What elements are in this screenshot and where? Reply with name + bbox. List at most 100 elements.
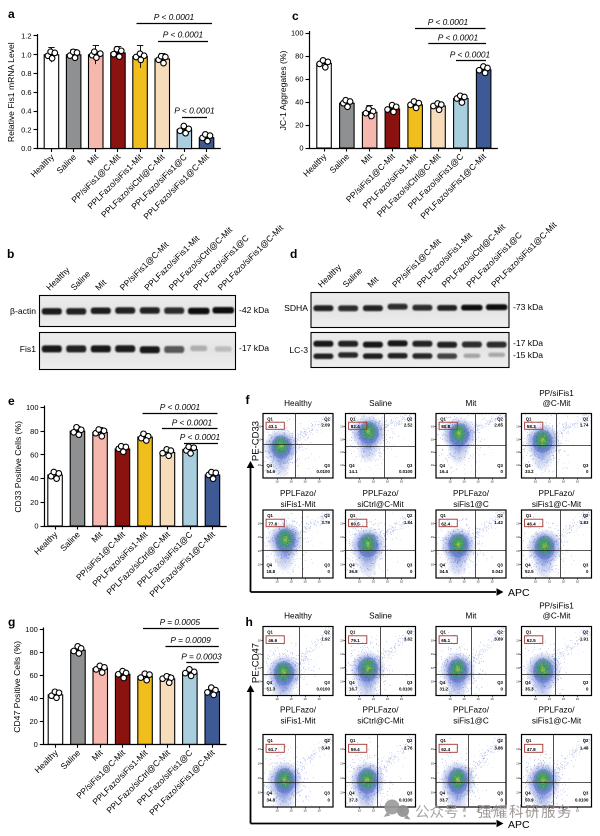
svg-text:10: 10 xyxy=(372,809,376,813)
svg-text:0: 0 xyxy=(34,740,38,749)
svg-text:P < 0.0001: P < 0.0001 xyxy=(172,418,212,428)
svg-text:Q3: Q3 xyxy=(407,680,413,685)
svg-text:10: 10 xyxy=(358,580,362,584)
svg-text:Mit: Mit xyxy=(365,274,381,290)
svg-text:1.48: 1.48 xyxy=(580,745,589,750)
svg-text:Q3: Q3 xyxy=(497,680,503,685)
svg-text:37.3: 37.3 xyxy=(349,798,358,803)
svg-text:10: 10 xyxy=(516,666,520,670)
svg-text:0: 0 xyxy=(327,798,330,803)
svg-text:10: 10 xyxy=(275,697,279,701)
svg-text:10: 10 xyxy=(576,580,580,584)
svg-text:2.52: 2.52 xyxy=(404,423,413,428)
svg-text:Q4: Q4 xyxy=(440,791,446,796)
svg-text:0.0100: 0.0100 xyxy=(399,686,413,691)
svg-text:Q1: Q1 xyxy=(267,513,273,518)
svg-text:10: 10 xyxy=(431,463,435,467)
svg-text:10: 10 xyxy=(317,697,321,701)
svg-text:CD47 Positive Cells (%): CD47 Positive Cells (%) xyxy=(12,641,22,733)
svg-text:10: 10 xyxy=(562,809,566,813)
svg-text:Q4: Q4 xyxy=(267,562,273,567)
svg-text:PPLFazo/: PPLFazo/ xyxy=(363,489,400,498)
svg-text:Saline: Saline xyxy=(340,265,364,289)
svg-text:10: 10 xyxy=(534,580,538,584)
svg-text:10: 10 xyxy=(431,450,435,454)
svg-text:Healthy: Healthy xyxy=(32,747,60,775)
svg-text:@C-Mit: @C-Mit xyxy=(543,612,572,621)
svg-text:10: 10 xyxy=(400,697,404,701)
svg-text:31.2: 31.2 xyxy=(440,686,449,691)
svg-text:10: 10 xyxy=(448,580,452,584)
svg-text:PPLFazo/: PPLFazo/ xyxy=(453,489,490,498)
svg-text:0: 0 xyxy=(586,569,589,574)
svg-text:10: 10 xyxy=(462,697,466,701)
svg-text:10: 10 xyxy=(258,562,262,566)
svg-text:公众号: 公众号 xyxy=(415,804,459,821)
svg-text:0: 0 xyxy=(299,144,303,153)
svg-text:10: 10 xyxy=(317,580,321,584)
svg-text:35.3: 35.3 xyxy=(525,686,534,691)
svg-text:：: ： xyxy=(461,805,476,821)
svg-text:36.8: 36.8 xyxy=(349,569,358,574)
svg-text:10: 10 xyxy=(258,437,262,441)
svg-text:10: 10 xyxy=(516,638,520,642)
svg-text:10: 10 xyxy=(431,522,435,526)
svg-text:10: 10 xyxy=(490,480,494,484)
svg-text:PE-CD33: PE-CD33 xyxy=(251,421,262,461)
svg-text:Q3: Q3 xyxy=(497,562,503,567)
svg-text:P < 0.0001: P < 0.0001 xyxy=(174,106,214,116)
svg-text:Q4: Q4 xyxy=(349,562,355,567)
svg-text:10: 10 xyxy=(258,424,262,428)
svg-text:siFis1@C-Mit: siFis1@C-Mit xyxy=(532,500,582,509)
svg-text:0: 0 xyxy=(327,569,330,574)
svg-text:Saline: Saline xyxy=(327,151,351,175)
svg-text:10: 10 xyxy=(258,680,262,684)
svg-text:10: 10 xyxy=(400,480,404,484)
svg-text:Q3: Q3 xyxy=(324,463,330,468)
svg-text:Q2: Q2 xyxy=(407,416,413,421)
svg-text:P < 0.0001: P < 0.0001 xyxy=(428,17,468,27)
svg-text:P < 0.0001: P < 0.0001 xyxy=(163,30,203,40)
svg-text:Mit: Mit xyxy=(466,612,478,621)
svg-text:10: 10 xyxy=(431,776,435,780)
svg-text:Q2: Q2 xyxy=(324,738,330,743)
svg-text:10: 10 xyxy=(317,809,321,813)
svg-text:80: 80 xyxy=(30,427,38,436)
svg-text:10: 10 xyxy=(258,450,262,454)
svg-text:1.92: 1.92 xyxy=(321,637,330,642)
svg-text:10: 10 xyxy=(548,480,552,484)
svg-text:Q1: Q1 xyxy=(440,416,446,421)
svg-text:c: c xyxy=(292,9,299,23)
svg-text:Q1: Q1 xyxy=(267,630,273,635)
svg-text:0.0100: 0.0100 xyxy=(399,469,413,474)
svg-text:10: 10 xyxy=(258,652,262,656)
svg-text:1.91: 1.91 xyxy=(580,637,589,642)
svg-text:10: 10 xyxy=(431,562,435,566)
svg-text:Q4: Q4 xyxy=(525,791,531,796)
svg-text:Q2: Q2 xyxy=(583,513,589,518)
svg-text:Relative Fis1 mRNA Level: Relative Fis1 mRNA Level xyxy=(6,42,16,142)
svg-text:Q3: Q3 xyxy=(497,791,503,796)
svg-text:10: 10 xyxy=(372,580,376,584)
svg-text:-42 kDa: -42 kDa xyxy=(239,305,269,315)
svg-text:10: 10 xyxy=(448,809,452,813)
svg-text:10: 10 xyxy=(358,480,362,484)
svg-text:60: 60 xyxy=(29,671,37,680)
svg-text:10: 10 xyxy=(275,480,279,484)
svg-text:e: e xyxy=(8,394,15,408)
svg-text:PPLFazo/: PPLFazo/ xyxy=(280,489,317,498)
svg-text:60: 60 xyxy=(30,451,38,460)
svg-text:3.62: 3.62 xyxy=(404,637,413,642)
svg-text:10: 10 xyxy=(258,463,262,467)
svg-text:Q1: Q1 xyxy=(440,630,446,635)
svg-text:77.6: 77.6 xyxy=(268,521,277,526)
svg-text:Healthy: Healthy xyxy=(316,261,344,289)
svg-text:10: 10 xyxy=(562,580,566,584)
svg-text:62.5: 62.5 xyxy=(527,638,536,643)
svg-text:10: 10 xyxy=(258,535,262,539)
svg-text:Q4: Q4 xyxy=(267,791,273,796)
svg-text:16.4: 16.4 xyxy=(440,469,449,474)
svg-text:10: 10 xyxy=(340,652,344,656)
svg-text:PE-CD47: PE-CD47 xyxy=(251,643,262,683)
svg-text:10: 10 xyxy=(386,480,390,484)
